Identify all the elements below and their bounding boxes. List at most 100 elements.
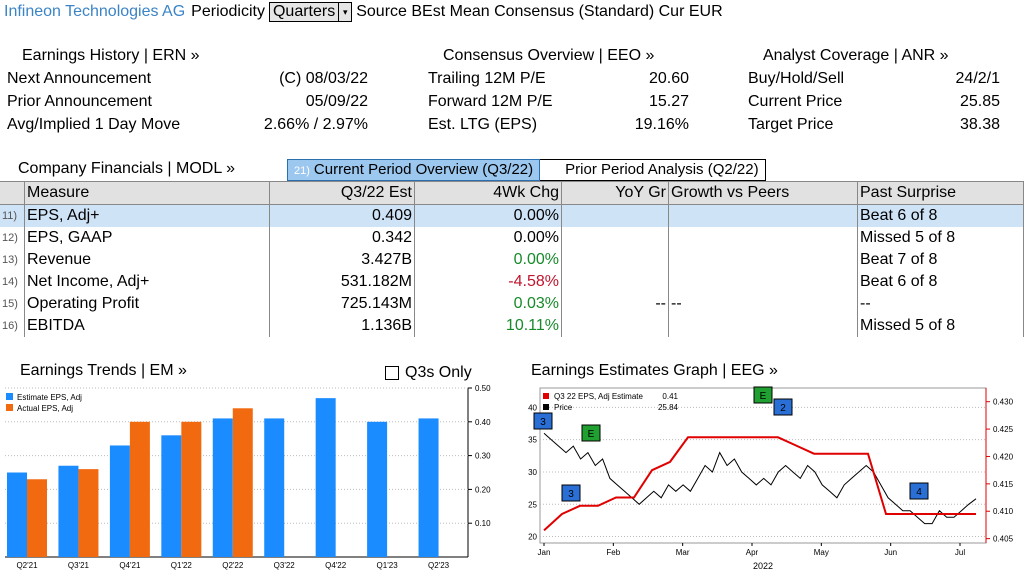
trends-x-tick-label: Q4'21 <box>119 561 141 570</box>
trends-x-tick-label: Q4'22 <box>325 561 347 570</box>
estimate-bar <box>315 398 336 557</box>
col-yoy[interactable]: YoY Gr <box>561 181 669 205</box>
actual-bar <box>27 479 47 557</box>
trends-x-tick-label: Q2'22 <box>222 561 244 570</box>
kv-label: Trailing 12M P/E <box>428 70 546 87</box>
trends-title[interactable]: Earnings Trends | EM » <box>20 362 187 379</box>
estimates-title[interactable]: Earnings Estimates Graph | EEG » <box>531 362 778 379</box>
row-number-header <box>0 181 25 205</box>
measure-cell: Net Income, Adj+ <box>24 271 270 293</box>
earnings-trends-chart: 0.10 0.20 0.30 0.40 0.50 Q2'21 Q3'21 Q4'21 Q1'22… <box>5 384 491 570</box>
trends-x-tick-label: Q1'22 <box>171 561 193 570</box>
est-x-tick-label: Feb <box>606 548 620 557</box>
kv-label: Forward 12M P/E <box>428 93 553 110</box>
estimate-bar <box>264 418 285 557</box>
table-row[interactable]: 12) EPS, GAAP 0.342 0.00% Missed 5 of 8 <box>0 227 1024 249</box>
legend-swatch-actual <box>6 404 13 411</box>
table-row[interactable]: 11) EPS, Adj+ 0.409 0.00% Beat 6 of 8 <box>0 204 1024 227</box>
periodicity-select[interactable]: Quarters ▾ <box>268 2 353 22</box>
event-marker[interactable] <box>909 482 929 500</box>
table-row[interactable]: 16) EBITDA 1.136B 10.11% Missed 5 of 8 <box>0 315 1024 337</box>
estimate-bar <box>367 421 388 557</box>
est-left-tick-label: 35 <box>528 436 537 445</box>
company-name[interactable]: Infineon Technologies AG <box>4 3 186 20</box>
chevron-down-icon[interactable]: ▾ <box>338 3 351 21</box>
surprise-cell: Beat 6 of 8 <box>857 204 1024 227</box>
actual-bar <box>181 421 202 557</box>
trends-y-tick-label: 0.50 <box>475 384 491 393</box>
event-marker-label: 3 <box>568 489 574 500</box>
event-marker[interactable] <box>561 484 581 502</box>
est-left-tick-label: 30 <box>528 468 537 477</box>
chg-cell: 0.03% <box>414 293 562 315</box>
trends-x-tick-label: Q1'23 <box>377 561 399 570</box>
earnings-history-panel: Next Announcement (C) 08/03/22 Prior Anno… <box>7 67 368 136</box>
table-row[interactable]: 14) Net Income, Adj+ 531.182M -4.58% Bea… <box>0 271 1024 293</box>
est-legend: Q3 22 EPS, Adj Estimate 0.41 Price 25.84 <box>543 392 679 412</box>
estimate-bar <box>161 435 182 557</box>
col-chg[interactable]: 4Wk Chg <box>414 181 562 205</box>
est-left-tick-label: 25 <box>528 500 537 509</box>
surprise-cell: Beat 6 of 8 <box>857 271 1024 293</box>
est-cell: 725.143M <box>269 293 415 315</box>
est-right-tick-label: 0.425 <box>993 425 1014 434</box>
analyst-title[interactable]: Analyst Coverage | ANR » <box>763 47 949 64</box>
est-x-tick-label: Mar <box>676 548 690 557</box>
kv-label: Current Price <box>748 93 843 110</box>
peers-cell <box>668 271 858 293</box>
row-number: 15) <box>0 293 25 315</box>
est-right-tick-label: 0.415 <box>993 480 1014 489</box>
chg-cell: 10.11% <box>414 315 562 337</box>
chg-cell: 0.00% <box>414 227 562 249</box>
trends-x-tick-label: Q3'21 <box>68 561 90 570</box>
kv-row: Prior Announcement 05/09/22 <box>7 90 368 113</box>
trends-x-tick-label: Q2'21 <box>16 561 38 570</box>
row-number: 16) <box>0 315 25 337</box>
peers-cell <box>668 315 858 337</box>
kv-value: 38.38 <box>959 116 1000 133</box>
checkbox-box[interactable] <box>385 366 399 380</box>
col-peers[interactable]: Growth vs Peers <box>668 181 858 205</box>
tab-current-period[interactable]: 21) Current Period Overview (Q3/22) <box>287 159 541 181</box>
price-line <box>543 432 977 525</box>
col-est[interactable]: Q3/22 Est <box>269 181 415 205</box>
event-marker[interactable] <box>533 412 553 430</box>
consensus-panel: Trailing 12M P/E 20.60 Forward 12M P/E 15.… <box>428 67 689 136</box>
surprise-cell: -- <box>857 293 1024 315</box>
financials-title[interactable]: Company Financials | MODL » <box>18 160 235 177</box>
tab-prior-period[interactable]: Prior Period Analysis (Q2/22) <box>540 159 766 181</box>
kv-row: Target Price 38.38 <box>748 113 1000 136</box>
trends-y-tick-label: 0.40 <box>475 418 491 427</box>
event-marker[interactable] <box>773 398 793 416</box>
kv-value: 20.60 <box>648 70 689 87</box>
est-x-tick-label: May <box>814 548 829 557</box>
trends-x-tick-label: Q2'23 <box>428 561 450 570</box>
table-row[interactable]: 15) Operating Profit 725.143M 0.03% -- -… <box>0 293 1024 315</box>
estimate-bar <box>7 472 27 557</box>
legend-label-estimate-line: Q3 22 EPS, Adj Estimate <box>554 392 643 401</box>
kv-row: Est. LTG (EPS) 19.16% <box>428 113 689 136</box>
legend-value-price: 25.84 <box>658 403 679 412</box>
event-marker[interactable] <box>753 386 773 404</box>
yoy-cell <box>561 271 669 293</box>
est-left-tick-label: 20 <box>528 533 537 542</box>
estimate-bar <box>212 418 233 557</box>
col-surprise[interactable]: Past Surprise <box>857 181 1024 205</box>
kv-label: Avg/Implied 1 Day Move <box>7 116 181 133</box>
actual-bar <box>129 421 150 557</box>
earnings-history-title[interactable]: Earnings History | ERN » <box>22 47 200 64</box>
yoy-cell <box>561 204 669 227</box>
q3s-only-checkbox[interactable]: Q3s Only <box>385 364 472 382</box>
col-measure[interactable]: Measure <box>24 181 270 205</box>
est-right-tick-label: 0.410 <box>993 507 1014 516</box>
peers-cell <box>668 249 858 271</box>
checkbox-label: Q3s Only <box>405 364 472 381</box>
est-cell: 0.409 <box>269 204 415 227</box>
table-row[interactable]: 13) Revenue 3.427B 0.00% Beat 7 of 8 <box>0 249 1024 271</box>
consensus-title[interactable]: Consensus Overview | EEO » <box>443 47 655 64</box>
event-marker-label: 3 <box>540 417 546 428</box>
kv-label: Buy/Hold/Sell <box>748 70 845 87</box>
legend-swatch-price <box>543 404 549 410</box>
kv-value: 05/09/22 <box>305 93 368 110</box>
event-marker[interactable] <box>581 424 601 442</box>
